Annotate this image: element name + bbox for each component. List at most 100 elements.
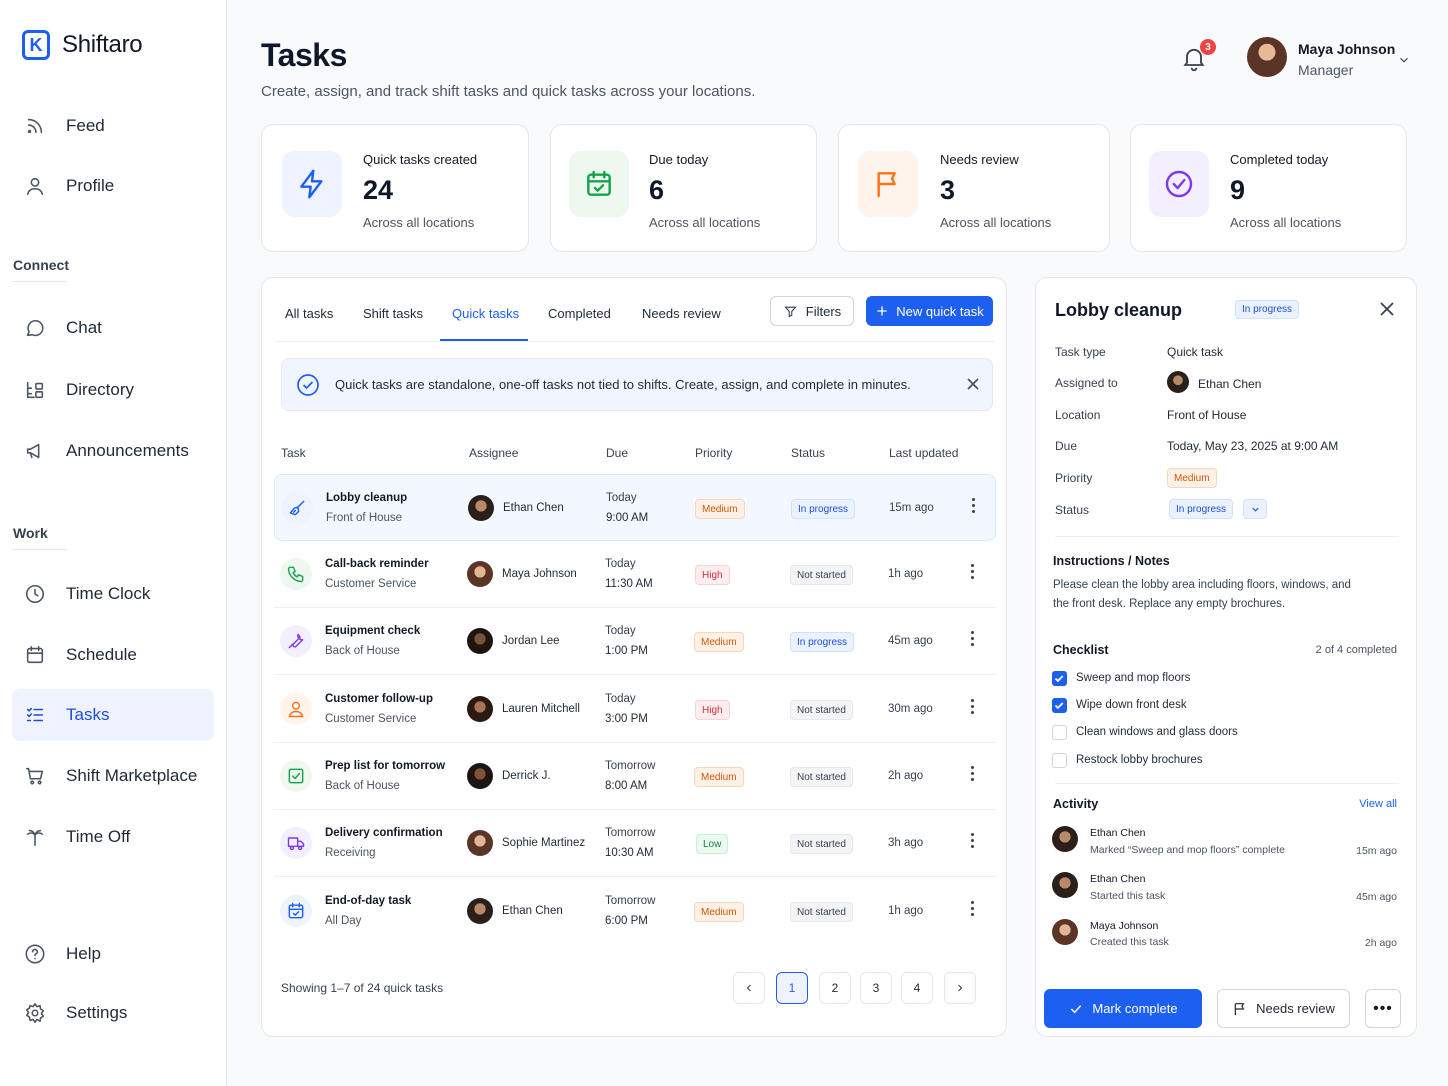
row-menu-icon[interactable] <box>970 901 976 921</box>
due-time: 6:00 PM <box>605 915 648 927</box>
field-label: Location <box>1055 408 1101 422</box>
pagination-page[interactable]: 2 <box>819 972 851 1004</box>
assignee: Ethan Chen <box>502 905 563 917</box>
table-row[interactable]: Call-back reminder Customer Service Maya… <box>274 541 996 608</box>
checklist-checkbox[interactable] <box>1052 753 1067 768</box>
row-menu-icon[interactable] <box>971 498 977 518</box>
section-divider <box>12 281 67 282</box>
column-header-priority[interactable]: Priority <box>695 446 733 460</box>
nav-directory[interactable]: Directory <box>12 364 214 416</box>
pagination-next[interactable] <box>944 972 976 1004</box>
pagination-page[interactable]: 4 <box>901 972 933 1004</box>
pagination-summary: Showing 1–7 of 24 quick tasks <box>281 981 444 995</box>
checklist-checkbox[interactable] <box>1052 671 1067 686</box>
stat-icon-wrap <box>1149 151 1209 217</box>
close-icon[interactable] <box>1380 302 1394 316</box>
tab-needs-review[interactable]: Needs review <box>642 306 721 321</box>
table-row[interactable]: Delivery confirmation Receiving Sophie M… <box>274 810 996 877</box>
nav-label: Help <box>66 944 101 963</box>
status-select[interactable]: In progress <box>1169 499 1234 519</box>
task-name: Lobby cleanup <box>326 492 408 504</box>
lightning-icon <box>300 169 323 199</box>
pagination-page[interactable]: 3 <box>860 972 892 1004</box>
task-name: End-of-day task <box>325 895 412 907</box>
flag-icon <box>877 172 896 198</box>
tab-shift-tasks[interactable]: Shift tasks <box>363 306 423 321</box>
nav-help[interactable]: Help <box>12 928 214 980</box>
bell-icon[interactable] <box>1180 44 1208 72</box>
new-quick-task-button[interactable]: New quick task <box>866 296 993 326</box>
nav-settings[interactable]: Settings <box>12 987 214 1039</box>
nav-tasks[interactable]: Tasks <box>12 689 214 741</box>
nav-chat[interactable]: Chat <box>12 302 214 354</box>
column-header-due[interactable]: Due <box>606 446 629 460</box>
mark-complete-button[interactable]: Mark complete <box>1044 989 1202 1028</box>
stat-label: Completed today <box>1230 152 1329 167</box>
task-name: Customer follow-up <box>325 693 433 705</box>
pagination-prev[interactable] <box>733 972 765 1004</box>
assignee: Derrick J. <box>502 770 551 782</box>
nav-schedule[interactable]: Schedule <box>12 629 214 681</box>
tab-all-tasks[interactable]: All tasks <box>285 306 334 321</box>
checklist-item-label: Clean windows and glass doors <box>1076 726 1238 738</box>
user-name[interactable]: Maya Johnson <box>1298 41 1396 57</box>
page-title: Tasks <box>261 37 347 73</box>
cart-icon <box>25 767 44 785</box>
nav-shift-marketplace[interactable]: Shift Marketplace <box>12 750 214 802</box>
row-menu-icon[interactable] <box>970 564 976 584</box>
stat-card-completed-today: Completed today 9 Across all locations <box>1130 124 1407 252</box>
check-circle-icon <box>297 374 319 396</box>
close-icon[interactable] <box>966 377 980 391</box>
nav-time-off[interactable]: Time Off <box>12 811 214 863</box>
task-name: Equipment check <box>325 625 421 637</box>
nav-profile[interactable]: Profile <box>12 160 214 212</box>
due-day: Tomorrow <box>605 827 656 839</box>
tab-completed[interactable]: Completed <box>548 306 611 321</box>
row-menu-icon[interactable] <box>970 699 976 719</box>
status-badge: Not started <box>790 767 853 787</box>
detail-title: Lobby cleanup <box>1055 300 1183 320</box>
table-row[interactable]: Customer follow-up Customer Service Laur… <box>274 676 996 743</box>
table-row[interactable]: Prep list for tomorrow Back of House Der… <box>274 743 996 810</box>
user-avatar[interactable] <box>1247 37 1287 77</box>
nav-time-clock[interactable]: Time Clock <box>12 568 214 620</box>
calendar-icon <box>26 645 44 664</box>
row-menu-icon[interactable] <box>970 833 976 853</box>
nav-feed[interactable]: Feed <box>12 100 214 152</box>
field-location: Front of House <box>1167 408 1247 422</box>
needs-review-button[interactable]: Needs review <box>1217 989 1350 1028</box>
table-row[interactable]: Equipment check Back of House Jordan Lee… <box>274 608 996 675</box>
row-menu-icon[interactable] <box>970 766 976 786</box>
nav-label: Announcements <box>66 441 189 460</box>
view-all-link[interactable]: View all <box>1359 798 1397 810</box>
task-location: Back of House <box>325 780 400 792</box>
app-logo[interactable]: K Shiftaro <box>22 30 143 60</box>
row-icon-wrap <box>280 827 312 859</box>
check-icon <box>1071 1004 1082 1013</box>
tab-quick-tasks[interactable]: Quick tasks <box>452 306 520 321</box>
pagination-page[interactable]: 1 <box>776 972 808 1004</box>
column-header-assignee[interactable]: Assignee <box>469 446 519 460</box>
table-row[interactable]: Lobby cleanup Front of House Ethan Chen … <box>274 474 996 541</box>
status-dropdown-toggle[interactable] <box>1243 499 1267 519</box>
filters-button[interactable]: Filters <box>770 296 854 326</box>
column-header-task[interactable]: Task <box>281 446 306 460</box>
nav-announcements[interactable]: Announcements <box>12 425 214 477</box>
help-circle-icon <box>25 944 45 964</box>
rss-icon <box>27 118 43 134</box>
row-icon-wrap <box>280 760 312 792</box>
checklist-checkbox[interactable] <box>1052 725 1067 740</box>
tasks-panel: All tasks Shift tasks Quick tasks Comple… <box>261 277 1007 1037</box>
truck-icon <box>287 837 305 851</box>
chevron-down-icon[interactable] <box>1397 53 1411 67</box>
column-header-last-updated[interactable]: Last updated <box>889 446 959 460</box>
more-options-button[interactable]: ••• <box>1365 989 1401 1028</box>
column-header-status[interactable]: Status <box>791 446 826 460</box>
stat-card-due-today: Due today 6 Across all locations <box>550 124 817 252</box>
row-menu-icon[interactable] <box>970 631 976 651</box>
person-icon <box>288 701 304 718</box>
filter-icon <box>784 306 797 317</box>
table-row[interactable]: End-of-day task All Day Ethan Chen Tomor… <box>274 878 996 945</box>
row-icon-wrap <box>280 625 312 657</box>
checklist-checkbox[interactable] <box>1052 698 1067 713</box>
